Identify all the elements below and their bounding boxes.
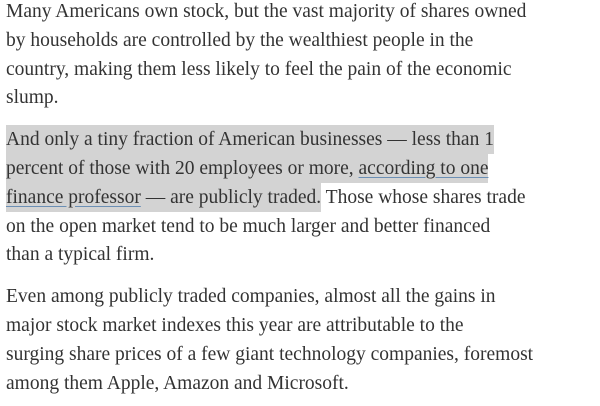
highlighted-text: And only a tiny fraction of American bus… <box>6 125 494 155</box>
text: slump. <box>6 87 59 109</box>
paragraph: Many Americans own stock, but the vast m… <box>6 0 600 113</box>
text: on the open market tend to be much large… <box>6 215 491 237</box>
text: Those whose shares trade <box>325 186 526 208</box>
highlighted-text: percent of those with 20 employees or mo… <box>6 153 354 183</box>
text: country, making them less likely to feel… <box>6 58 512 80</box>
link[interactable]: according to one <box>358 153 489 183</box>
text: among them Apple, Amazon and Microsoft. <box>6 372 349 394</box>
link[interactable]: finance professor <box>6 182 141 212</box>
paragraph: And only a tiny fraction of American bus… <box>6 125 600 270</box>
text: surging share prices of a few giant tech… <box>6 343 534 365</box>
text: by households are controlled by the weal… <box>6 29 474 51</box>
text: Even among publicly traded companies, al… <box>6 286 496 308</box>
paragraph: Even among publicly traded companies, al… <box>6 283 600 398</box>
highlighted-text: — are publicly traded. <box>145 182 322 212</box>
text: major stock market indexes this year are… <box>6 314 464 336</box>
text: Many Americans own stock, but the vast m… <box>6 1 527 22</box>
text: than a typical firm. <box>6 244 155 266</box>
